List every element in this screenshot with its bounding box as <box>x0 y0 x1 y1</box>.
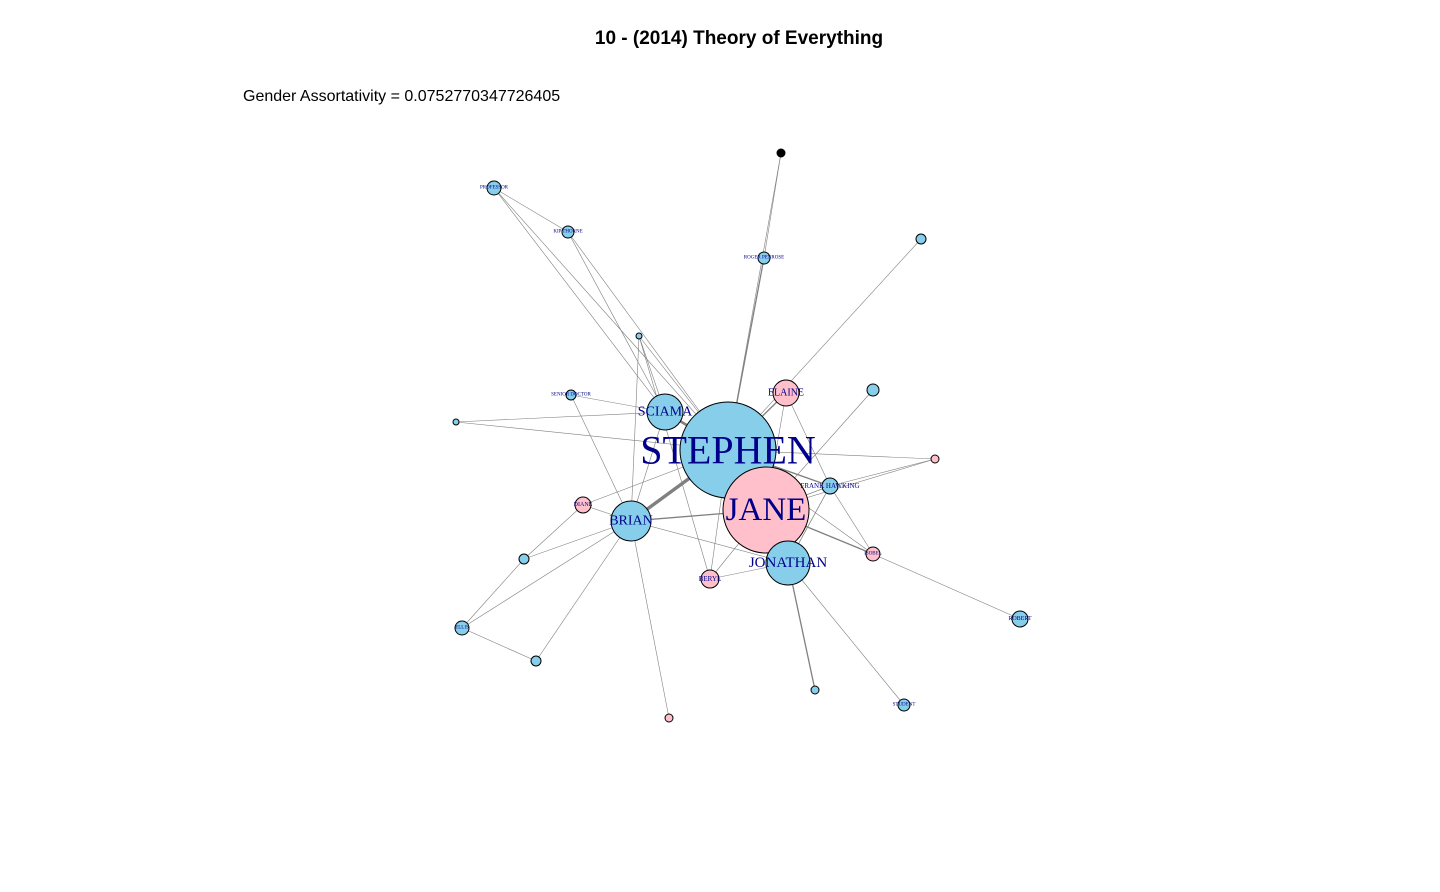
node-unknown[interactable] <box>776 148 786 158</box>
node-label-elaine: ELAINE <box>768 388 804 399</box>
node-label-isobel: ISOBEL <box>864 552 882 557</box>
node-n-right-up[interactable] <box>866 383 880 397</box>
assortativity-label: Gender Assortativity = 0.075277034772640… <box>243 88 561 105</box>
label-layer: STEPHEN JANE JONATHAN BRIAN SCIAMA ELAINE FRAN… <box>455 186 1032 708</box>
node-label-frank-hawking: FRANK HAWKING <box>800 482 859 490</box>
edge-diane-n_left_mid <box>523 504 584 560</box>
node-n-low-left[interactable] <box>530 655 542 667</box>
node-label-ellis: ELLIS <box>455 626 469 631</box>
node-sciama[interactable] <box>646 393 684 431</box>
node-label-professor: PROFESSOR <box>480 186 509 191</box>
node-label-roger-penrose: ROGER PENROSE <box>744 256 784 261</box>
node-label-kip-thorne: KIP THORNE <box>553 230 582 235</box>
edge-brian-n_bottom_pink <box>630 520 670 719</box>
node-label-robert: ROBERT <box>1008 616 1032 622</box>
node-n-left-mid[interactable] <box>518 553 530 565</box>
edge-elaine-n_mid_right <box>785 392 831 487</box>
node-n-bottom-pink[interactable] <box>664 713 674 723</box>
chart-title: 10 - (2014) Theory of Everything <box>594 28 884 49</box>
node-label-beryl: BERYL <box>699 575 722 583</box>
edge-beryl-n_small_top <box>638 335 711 580</box>
node-beryl[interactable] <box>700 569 720 589</box>
node-label-diane: DIANE <box>574 502 593 508</box>
edge-roger_penrose-unknown <box>763 152 782 259</box>
node-n-left[interactable] <box>452 418 460 426</box>
node-n-bottom-mid[interactable] <box>810 685 820 695</box>
node-robert[interactable] <box>1011 610 1029 628</box>
node-elaine[interactable] <box>772 379 800 407</box>
node-diane[interactable] <box>574 496 592 514</box>
node-n-small-top[interactable] <box>635 332 643 340</box>
edge-stephen-professor <box>493 187 729 451</box>
node-label-brian: BRIAN <box>609 514 653 529</box>
edge-jonathan-brian <box>630 520 789 564</box>
edge-sciama-kip_thorne <box>567 231 666 413</box>
node-ellis[interactable] <box>454 620 470 636</box>
node-label-jane: JANE <box>726 492 807 528</box>
edge-brian-n_small_top <box>630 335 640 522</box>
node-label-stephen: STEPHEN <box>640 428 816 473</box>
edge-sciama-professor <box>493 187 666 413</box>
node-label-student: STUDENT <box>893 703 916 708</box>
node-jonathan[interactable] <box>765 540 811 586</box>
node-label-jonathan: JONATHAN <box>749 555 828 571</box>
node-student[interactable] <box>897 698 911 712</box>
node-frank-hawking[interactable] <box>821 477 839 495</box>
node-layer <box>452 148 1029 723</box>
edge-jonathan-student <box>787 562 905 706</box>
node-isobel[interactable] <box>865 546 881 562</box>
node-label-senior-doctor: SENIOR DOCTOR <box>551 393 591 398</box>
node-n-top[interactable] <box>915 233 927 245</box>
edge-professor-kip_thorne <box>493 187 569 233</box>
edge-brian-n_low_left <box>535 520 632 662</box>
node-professor[interactable] <box>486 180 502 196</box>
node-brian[interactable] <box>610 500 652 542</box>
node-kip-thorne[interactable] <box>561 225 575 239</box>
node-label-sciama: SCIAMA <box>638 405 693 420</box>
edge-frank_hawking-n_pink_right <box>829 458 936 487</box>
edge-sciama-n_left <box>455 411 666 423</box>
edge-ellis-n_low_left <box>461 627 537 662</box>
edge-brian-ellis <box>461 520 632 629</box>
edge-ellis-n_left_mid <box>461 558 525 629</box>
node-n-pink-right[interactable] <box>930 454 940 464</box>
edge-stephen-unknown <box>727 152 782 451</box>
node-senior-doctor[interactable] <box>565 389 577 401</box>
edge-frank_hawking-isobel <box>829 485 874 555</box>
node-roger-penrose[interactable] <box>757 251 771 265</box>
node-jane[interactable] <box>722 466 810 554</box>
edge-isobel-robert <box>872 553 1021 620</box>
